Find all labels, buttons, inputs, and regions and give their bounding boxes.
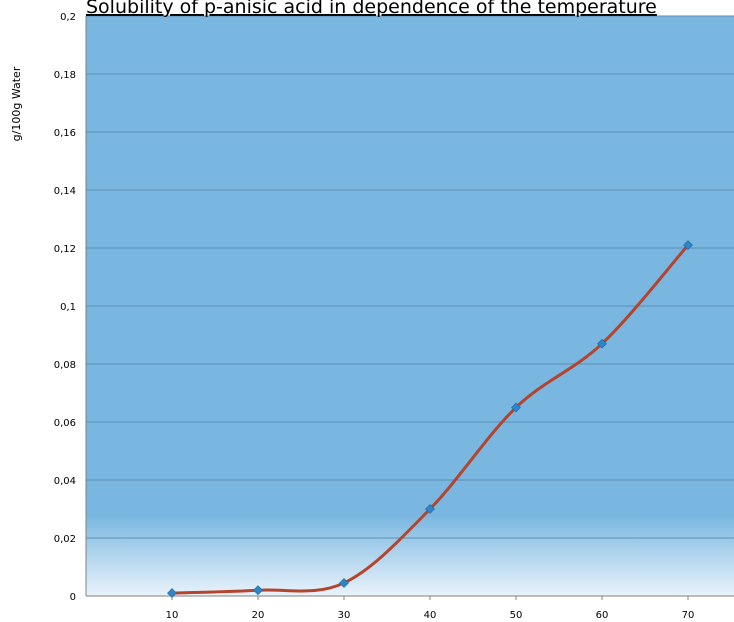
x-tick-label: 60 bbox=[596, 610, 609, 621]
data-points bbox=[167, 240, 693, 599]
x-tick-label: 70 bbox=[682, 610, 695, 621]
y-axis-label: g/100g Water bbox=[10, 66, 23, 141]
y-tick-label: 0,2 bbox=[60, 12, 76, 23]
data-point bbox=[511, 402, 521, 413]
y-tick-label: 0,18 bbox=[54, 70, 76, 81]
y-tick-label: 0,12 bbox=[54, 244, 76, 255]
data-point bbox=[597, 338, 607, 349]
y-tick-label: 0,1 bbox=[60, 302, 76, 313]
y-tick-label: 0,02 bbox=[54, 534, 76, 545]
y-tick-label: 0 bbox=[70, 592, 76, 603]
x-tick-labels: 10 20 30 40 50 60 70 bbox=[166, 596, 695, 621]
chart-title: Solubility of p-anisic acid in dependenc… bbox=[86, 0, 657, 18]
grid-lines bbox=[86, 15, 734, 539]
x-tick-label: 40 bbox=[424, 610, 437, 621]
data-point bbox=[339, 578, 349, 588]
data-point bbox=[683, 240, 693, 251]
y-tick-label: 0,14 bbox=[54, 186, 76, 197]
data-point bbox=[425, 504, 435, 514]
data-point bbox=[167, 588, 177, 599]
x-tick-label: 10 bbox=[166, 610, 179, 621]
y-tick-labels: 0 0,02 0,04 0,06 0,08 0,1 0,12 0,14 0,16 0,18 0,2 bbox=[54, 12, 76, 603]
x-tick-label: 50 bbox=[510, 610, 523, 621]
x-tick-label: 20 bbox=[252, 610, 265, 621]
y-tick-label: 0,06 bbox=[54, 418, 76, 429]
y-tick-label: 0,16 bbox=[54, 128, 76, 139]
x-tick-label: 30 bbox=[338, 610, 351, 621]
data-point bbox=[253, 585, 263, 596]
y-tick-label: 0,08 bbox=[54, 360, 76, 371]
y-tick-label: 0,04 bbox=[54, 476, 76, 487]
